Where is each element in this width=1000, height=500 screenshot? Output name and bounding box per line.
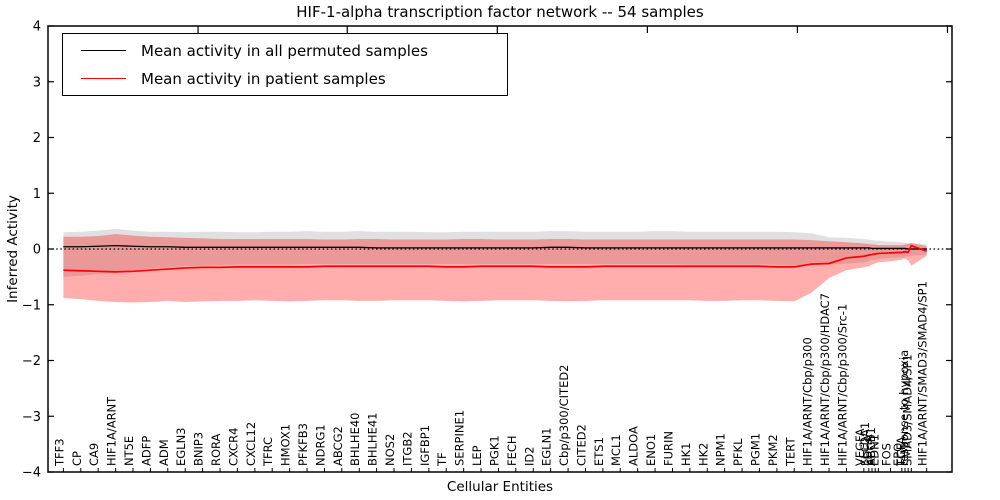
x-tick-label: EGLN3 <box>174 427 188 466</box>
x-tick-label: PGM1 <box>748 433 762 466</box>
permuted-samples-range-band <box>63 228 927 277</box>
x-tick-label: TERT <box>783 437 797 467</box>
legend-label-permuted: Mean activity in all permuted samples <box>141 41 428 60</box>
legend-entry-permuted: Mean activity in all permuted samples <box>81 37 507 65</box>
permuted-line-swatch <box>81 50 126 51</box>
x-tick-label: EPO <box>891 443 905 466</box>
y-tick-label: −2 <box>22 354 41 369</box>
x-tick-label: EDN1 <box>867 434 881 466</box>
x-tick-label: ABCB1 <box>864 427 878 466</box>
x-tick-label: BHLHE40 <box>348 413 362 467</box>
x-tick-label: CA9 <box>87 443 101 466</box>
x-tick-label: Cbp/p300/CITED2 <box>557 364 571 466</box>
y-tick-label: −1 <box>22 298 41 313</box>
x-tick-label: BHLHE41 <box>366 413 380 467</box>
x-tick-label: CXCR4 <box>226 428 240 466</box>
permuted-mean-line <box>63 245 927 250</box>
x-tick-label: ABCG2 <box>331 426 345 466</box>
x-tick-label: NOS2 <box>383 434 397 466</box>
y-tick-label: 0 <box>33 243 41 258</box>
x-tick-label: EGLN1 <box>540 427 554 466</box>
x-tick-label: ENO1 <box>644 434 658 466</box>
x-tick-label: SERPINE1 <box>453 410 467 466</box>
y-axis-label: Inferred Activity <box>5 195 21 303</box>
x-axis-label: Cellular Entities <box>446 479 554 495</box>
x-tick-label: HIF1A/ARNT/Cbp/p300/Src-1 <box>836 304 850 466</box>
x-tick-label: NDRG1 <box>313 424 327 466</box>
legend-label-patient: Mean activity in patient samples <box>141 69 386 88</box>
x-tick-label: ALDOA <box>627 426 641 466</box>
x-tick-label: FURIN <box>661 431 675 466</box>
x-tick-label: HIF1A/ARNT/Cbp/p300/HDAC7 <box>818 293 832 466</box>
y-tick-label: 1 <box>33 187 41 202</box>
x-tick-label: HIF1A/ARNT/Cbp/p300 <box>801 337 815 466</box>
y-tick-label: −3 <box>22 410 41 425</box>
x-tick-label: LEP <box>470 445 484 466</box>
x-tick-label: ITGB2 <box>400 431 414 466</box>
patient-line-swatch <box>81 78 126 79</box>
x-tick-label: PGK1 <box>487 435 501 466</box>
x-tick-label: response to hypoxia <box>897 350 911 466</box>
y-tick-label: 3 <box>33 75 41 90</box>
x-tick-label: CITED2 <box>574 424 588 466</box>
x-tick-label: MCL1 <box>609 434 623 466</box>
x-tick-label: HMOX1 <box>279 424 293 466</box>
x-tick-label: HK1 <box>679 442 693 466</box>
x-tick-label: FECH <box>505 435 519 466</box>
x-tick-label: HIF1A/ARNT/SMAD3/SMAD4/SP1 <box>916 281 930 466</box>
x-tick-label: TGFA <box>894 437 908 467</box>
x-tick-label: ADM <box>157 439 171 466</box>
x-tick-label: ETS1 <box>592 437 606 466</box>
y-tick-label: −4 <box>22 466 41 481</box>
y-tick-label: 2 <box>33 131 41 146</box>
x-tick-label: NT5E <box>122 436 136 466</box>
x-tick-label: FOS <box>880 443 894 466</box>
x-tick-label: HK2 <box>696 442 710 466</box>
x-tick-label: NPM1 <box>714 433 728 466</box>
x-tick-label: SLC2A1 <box>858 422 872 466</box>
x-tick-label: TFRC <box>261 437 275 467</box>
x-tick-label: IGFBP1 <box>418 425 432 466</box>
y-tick-label: 4 <box>33 20 41 35</box>
x-tick-label: VEGFA <box>853 428 867 466</box>
x-tick-label: BNIP3 <box>192 432 206 466</box>
legend-entry-patient: Mean activity in patient samples <box>81 65 507 93</box>
x-tick-label: CP <box>70 451 84 466</box>
x-tick-label: RORA <box>209 433 223 466</box>
x-tick-label: LDHA <box>861 434 875 466</box>
patient-samples-range-band <box>63 233 927 303</box>
x-tick-label: HIF1A/ARNT <box>105 396 119 466</box>
patient-mean-line <box>63 244 927 273</box>
chart-title: HIF-1-alpha transcription factor network… <box>296 3 704 21</box>
x-tick-label: TF <box>435 452 449 467</box>
x-tick-label: PKM2 <box>766 434 780 466</box>
x-tick-label: TFF3 <box>52 438 66 467</box>
x-tick-label: PFKL <box>731 438 745 466</box>
x-tick-label: SMAD3/SMAD4/SP1 <box>900 354 914 466</box>
x-tick-label: ID2 <box>522 446 536 466</box>
x-tick-label: CXCL12 <box>244 422 258 466</box>
legend: Mean activity in all permuted samples Me… <box>62 33 508 96</box>
x-tick-label: ADFP <box>139 436 153 466</box>
x-tick-label: PFKFB3 <box>296 423 310 466</box>
